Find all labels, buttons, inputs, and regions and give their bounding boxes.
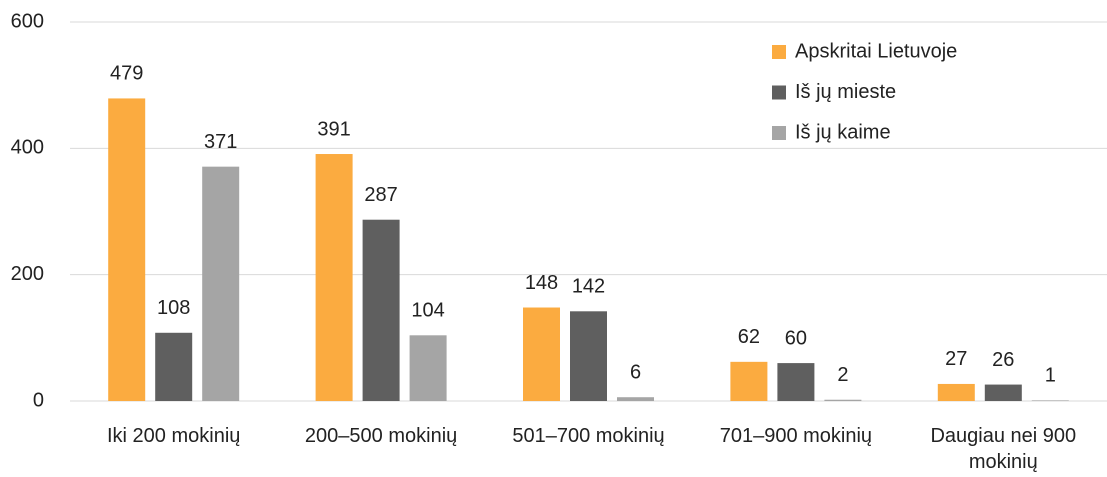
data-label: 108 <box>157 297 190 319</box>
bar <box>937 383 975 401</box>
x-tick-label: Daugiau nei 900 mokinių <box>930 425 1077 473</box>
data-label: 142 <box>572 276 605 298</box>
data-label: 148 <box>525 272 558 294</box>
data-label: 2 <box>837 364 848 386</box>
bar <box>155 332 193 401</box>
data-label: 60 <box>785 327 807 349</box>
bar <box>523 307 560 401</box>
data-label: 479 <box>110 63 143 85</box>
bar <box>824 399 862 401</box>
legend-label: Iš jų kaime <box>795 121 891 143</box>
bar <box>617 397 654 401</box>
data-label: 391 <box>317 118 350 140</box>
x-tick-label: Iki 200 mokinių <box>106 425 241 447</box>
data-label: 287 <box>364 184 397 206</box>
bar <box>409 335 447 401</box>
data-label: 371 <box>204 131 237 153</box>
bar <box>315 154 353 401</box>
y-tick-label: 400 <box>11 137 44 159</box>
y-tick-label: 600 <box>11 10 44 32</box>
legend-swatch <box>772 126 786 140</box>
y-tick-label: 200 <box>11 263 44 285</box>
data-label: 62 <box>738 326 760 348</box>
data-label: 26 <box>992 349 1014 371</box>
bar <box>202 166 240 401</box>
bar <box>570 311 607 401</box>
bar <box>362 219 400 401</box>
legend-label: Apskritai Lietuvoje <box>795 40 957 62</box>
data-label: 104 <box>411 300 444 322</box>
x-tick-label: 701–900 mokinių <box>719 425 873 447</box>
data-label: 6 <box>630 361 641 383</box>
bar <box>777 363 815 401</box>
x-tick-label: 200–500 mokinių <box>304 425 458 447</box>
legend-swatch <box>772 45 786 59</box>
x-tick-label: 501–700 mokinių <box>512 425 665 447</box>
legend-label: Iš jų mieste <box>795 81 896 103</box>
bar <box>984 384 1022 401</box>
bar <box>730 361 768 401</box>
bar <box>1031 400 1069 401</box>
bar <box>108 98 146 401</box>
data-label: 27 <box>945 348 967 370</box>
legend-swatch <box>772 85 786 100</box>
data-label: 1 <box>1045 365 1056 387</box>
y-tick-label: 0 <box>33 389 44 411</box>
